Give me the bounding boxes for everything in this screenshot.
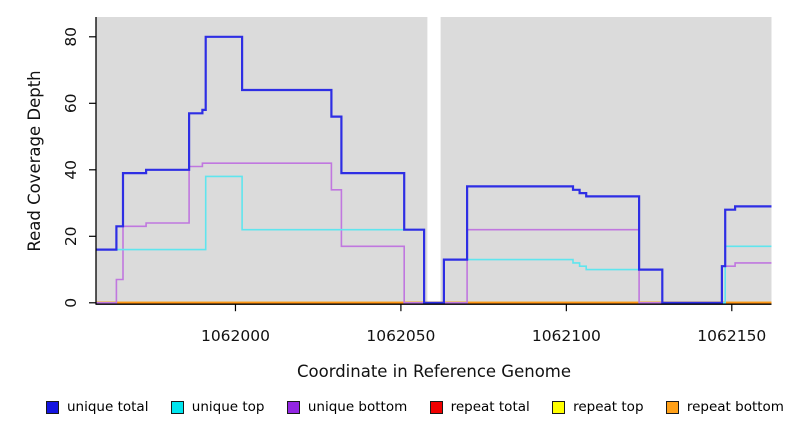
- legend: unique total unique top unique bottom re…: [46, 399, 784, 415]
- y-tick-label: 0: [62, 298, 80, 308]
- y-tick-label: 40: [62, 160, 80, 180]
- legend-swatch-repeat-top: [552, 400, 566, 414]
- legend-label: repeat bottom: [686, 399, 784, 415]
- legend-label: repeat top: [573, 399, 644, 415]
- y-axis-title: Read Coverage Depth: [25, 70, 44, 252]
- coverage-gap-band: [427, 17, 441, 304]
- legend-item-unique-top: unique top: [170, 399, 265, 415]
- legend-label: repeat total: [450, 399, 530, 415]
- legend-item-repeat-total: repeat total: [429, 399, 530, 415]
- legend-swatch-repeat-bottom: [665, 400, 679, 414]
- y-tick-label: 60: [62, 93, 80, 113]
- x-axis-title: Coordinate in Reference Genome: [296, 362, 572, 381]
- x-tick-label: 1062000: [201, 327, 270, 345]
- legend-swatch-unique-top: [170, 400, 184, 414]
- y-tick-label: 20: [62, 226, 80, 246]
- x-tick-label: 1062150: [697, 327, 766, 345]
- y-tick-label: 80: [62, 27, 80, 47]
- legend-label: unique top: [191, 399, 265, 415]
- legend-swatch-repeat-total: [429, 400, 443, 414]
- legend-label: unique bottom: [307, 399, 408, 415]
- legend-label: unique total: [67, 399, 149, 415]
- series-line-unique-total: [96, 35, 772, 304]
- x-tick-label: 1062050: [366, 327, 435, 345]
- legend-swatch-unique-bottom: [286, 400, 300, 414]
- legend-swatch-unique-total: [46, 400, 59, 414]
- legend-item-unique-bottom: unique bottom: [286, 399, 408, 415]
- legend-item-unique-total: unique total: [46, 399, 148, 415]
- x-tick-label: 1062100: [532, 327, 601, 345]
- legend-item-repeat-top: repeat top: [552, 399, 644, 415]
- legend-item-repeat-bottom: repeat bottom: [665, 399, 784, 415]
